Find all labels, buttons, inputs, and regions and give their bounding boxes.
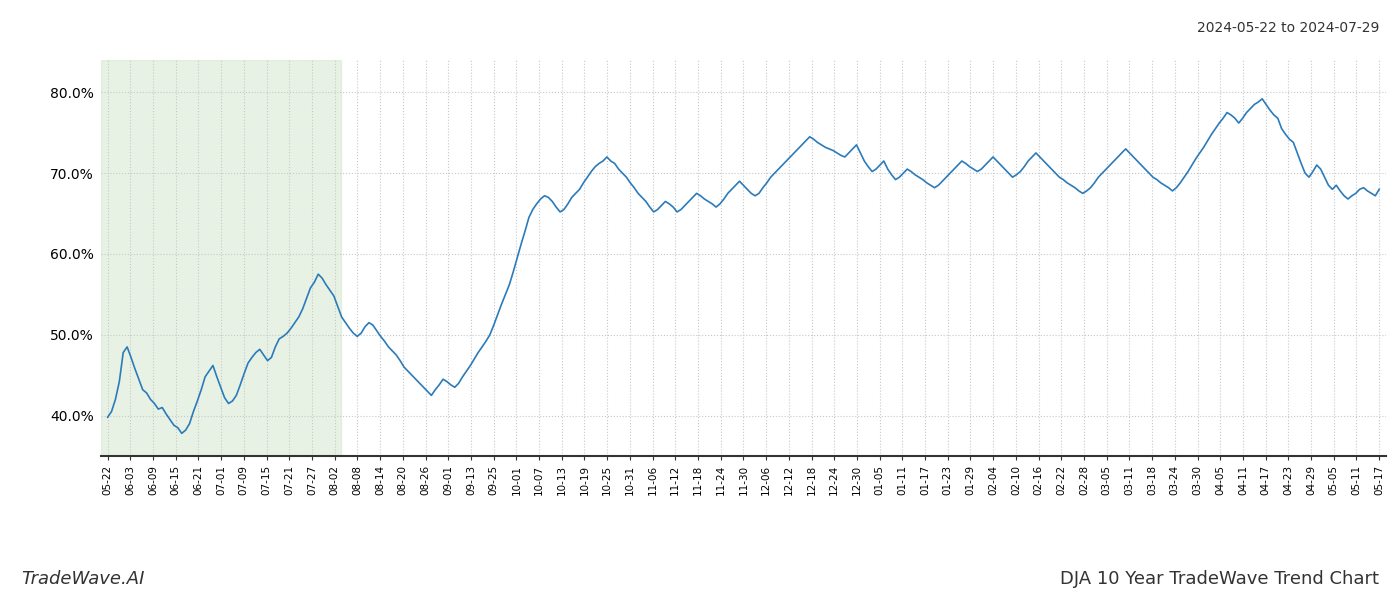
Bar xyxy=(101,60,342,456)
Text: 2024-05-22 to 2024-07-29: 2024-05-22 to 2024-07-29 xyxy=(1197,21,1379,35)
Text: DJA 10 Year TradeWave Trend Chart: DJA 10 Year TradeWave Trend Chart xyxy=(1060,570,1379,588)
Text: TradeWave.AI: TradeWave.AI xyxy=(21,570,144,588)
